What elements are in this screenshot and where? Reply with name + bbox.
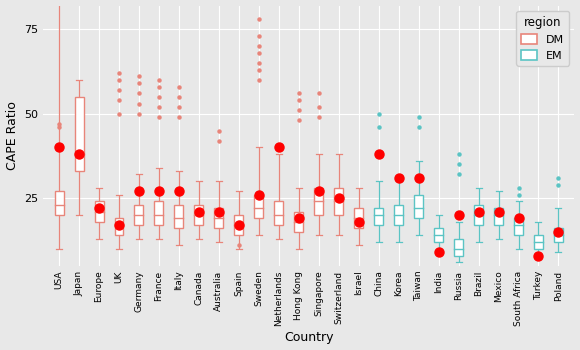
FancyBboxPatch shape — [154, 202, 164, 225]
FancyBboxPatch shape — [334, 188, 343, 215]
FancyBboxPatch shape — [234, 215, 244, 235]
FancyBboxPatch shape — [255, 195, 263, 218]
FancyBboxPatch shape — [534, 235, 543, 249]
FancyBboxPatch shape — [394, 205, 403, 225]
FancyBboxPatch shape — [374, 208, 383, 225]
FancyBboxPatch shape — [194, 205, 204, 225]
FancyBboxPatch shape — [354, 208, 363, 229]
FancyBboxPatch shape — [215, 208, 223, 229]
FancyBboxPatch shape — [55, 191, 64, 215]
Legend: DM, EM: DM, EM — [516, 11, 569, 66]
FancyBboxPatch shape — [175, 205, 183, 229]
FancyBboxPatch shape — [135, 205, 143, 225]
X-axis label: Country: Country — [284, 331, 334, 344]
FancyBboxPatch shape — [274, 202, 283, 225]
FancyBboxPatch shape — [494, 208, 503, 225]
FancyBboxPatch shape — [314, 188, 323, 215]
FancyBboxPatch shape — [294, 212, 303, 232]
FancyBboxPatch shape — [514, 218, 523, 235]
FancyBboxPatch shape — [434, 229, 443, 242]
FancyBboxPatch shape — [554, 229, 563, 242]
FancyBboxPatch shape — [95, 202, 103, 222]
FancyBboxPatch shape — [114, 218, 124, 235]
FancyBboxPatch shape — [474, 205, 483, 225]
FancyBboxPatch shape — [414, 195, 423, 218]
FancyBboxPatch shape — [454, 239, 463, 256]
FancyBboxPatch shape — [75, 97, 84, 171]
Y-axis label: CAPE Ratio: CAPE Ratio — [6, 101, 19, 170]
